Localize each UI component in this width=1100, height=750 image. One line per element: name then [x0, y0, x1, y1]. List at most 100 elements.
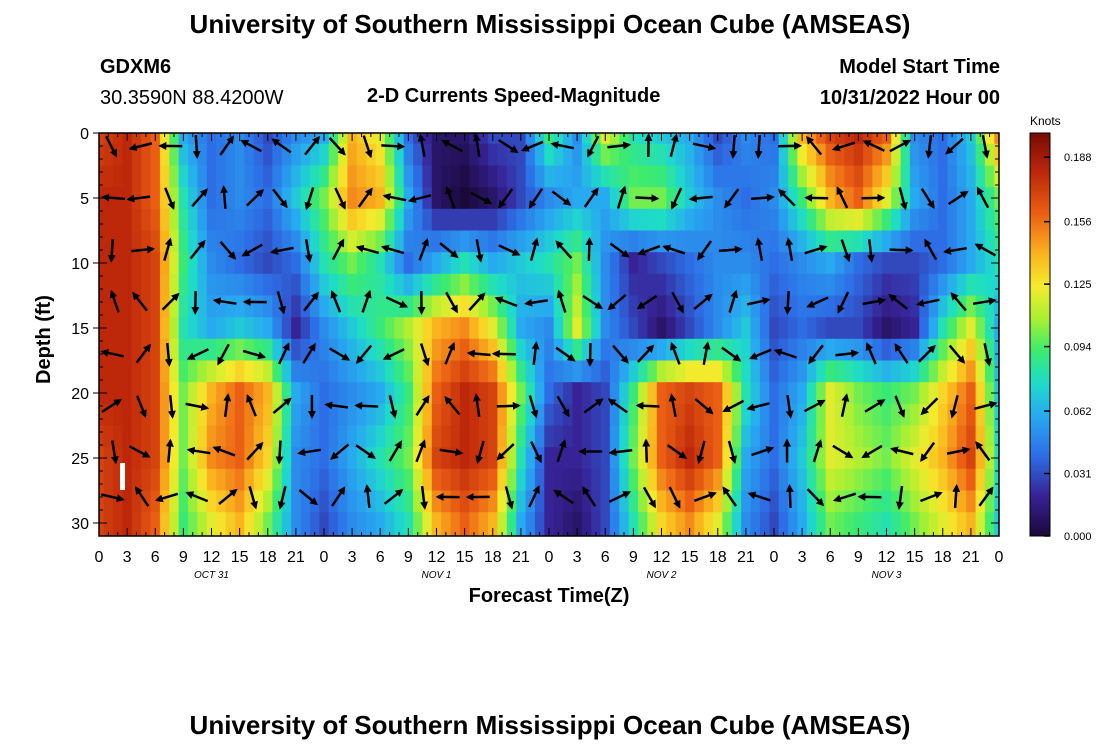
- heat-cell: [713, 490, 724, 513]
- heat-cell: [347, 317, 358, 340]
- heat-cell: [600, 447, 611, 470]
- heat-cell: [206, 317, 217, 340]
- heat-cell: [638, 425, 649, 448]
- heat-cell: [384, 468, 395, 492]
- heat-cell: [844, 338, 855, 362]
- heat-cell: [291, 165, 302, 188]
- current-arrow: [746, 402, 770, 412]
- heat-cell: [966, 208, 977, 232]
- heat-cell: [141, 360, 152, 383]
- x-tick-label: 3: [573, 549, 582, 566]
- heat-cell: [600, 187, 611, 210]
- heat-cell: [722, 273, 733, 297]
- heat-cell: [309, 252, 320, 275]
- heat-cell: [909, 252, 920, 275]
- model-start-value: 10/31/2022 Hour 00: [819, 87, 1000, 109]
- x-tick-label: 18: [484, 549, 502, 566]
- heat-cell: [694, 133, 705, 145]
- current-arrow: [607, 293, 627, 311]
- heat-cell: [778, 273, 789, 297]
- current-arrow: [694, 397, 714, 415]
- heat-cell: [497, 468, 508, 492]
- x-tick-label: 6: [601, 549, 610, 566]
- heat-cell: [984, 317, 995, 340]
- heat-cell: [938, 295, 949, 318]
- heat-cell: [816, 403, 827, 427]
- heat-cell: [834, 382, 845, 405]
- heat-cell: [806, 143, 817, 167]
- heat-cell: [872, 230, 883, 253]
- heat-cell: [759, 447, 770, 470]
- heat-cell: [619, 533, 630, 536]
- heat-cell: [741, 295, 752, 318]
- heat-cell: [806, 468, 817, 492]
- current-arrow: [670, 341, 681, 365]
- heat-cell: [600, 273, 611, 297]
- heat-cell: [488, 403, 499, 427]
- current-arrow: [388, 395, 398, 419]
- heat-cell: [731, 403, 742, 427]
- heat-cell: [947, 187, 958, 210]
- heat-cell: [169, 230, 180, 253]
- heat-cell: [891, 295, 902, 318]
- heat-cell: [459, 230, 470, 253]
- current-arrow: [192, 134, 201, 159]
- heat-cell: [759, 403, 770, 427]
- heat-cell: [253, 512, 264, 535]
- heat-cell: [319, 490, 330, 513]
- current-arrow: [919, 491, 943, 503]
- heat-cell: [563, 230, 574, 253]
- current-arrow: [383, 488, 404, 505]
- heat-cell: [281, 490, 292, 513]
- heat-cell: [131, 143, 142, 167]
- y-tick-label: 30: [71, 516, 89, 533]
- heat-cell: [188, 295, 199, 318]
- heat-cell: [506, 317, 517, 340]
- heat-cell: [825, 273, 836, 297]
- heat-cell: [778, 295, 789, 318]
- heat-cell: [863, 447, 874, 470]
- current-arrow: [331, 238, 345, 261]
- current-arrow: [154, 492, 179, 503]
- heat-cell: [384, 208, 395, 232]
- heat-cell: [609, 490, 620, 513]
- heat-cell: [609, 143, 620, 167]
- current-arrow: [840, 393, 850, 418]
- heat-cell: [422, 187, 433, 210]
- current-arrow: [164, 187, 175, 211]
- heat-cell: [572, 338, 583, 362]
- heat-cell: [178, 230, 189, 253]
- heat-cell: [113, 208, 124, 232]
- heat-cell: [544, 230, 555, 253]
- heat-cell: [816, 133, 827, 145]
- heat-cell: [122, 208, 133, 232]
- heat-cell: [150, 208, 161, 232]
- heat-cell: [600, 165, 611, 188]
- heat-cell: [99, 230, 105, 253]
- heat-cell: [928, 252, 939, 275]
- heat-cell: [853, 317, 864, 340]
- current-arrow: [642, 486, 656, 509]
- heat-cell: [234, 230, 245, 253]
- heat-cell: [441, 447, 452, 470]
- heat-cell: [581, 512, 592, 535]
- heat-cell: [403, 447, 414, 470]
- heat-cell: [244, 133, 255, 145]
- current-arrow: [245, 189, 265, 207]
- current-arrow: [328, 347, 351, 361]
- current-arrow: [248, 486, 258, 510]
- heat-cell: [103, 295, 114, 318]
- x-tick-label: 0: [995, 549, 1004, 566]
- heat-cell: [328, 187, 339, 210]
- heat-cell: [263, 360, 274, 383]
- heat-cell: [478, 468, 489, 492]
- heat-cell: [206, 338, 217, 362]
- heat-cell: [169, 143, 180, 167]
- heat-cell: [684, 447, 695, 470]
- heat-cell: [234, 165, 245, 188]
- heat-cell: [553, 143, 564, 167]
- heat-cell: [628, 403, 639, 427]
- current-arrow: [220, 185, 229, 210]
- heat-cell: [750, 403, 761, 427]
- heat-cell: [516, 165, 527, 188]
